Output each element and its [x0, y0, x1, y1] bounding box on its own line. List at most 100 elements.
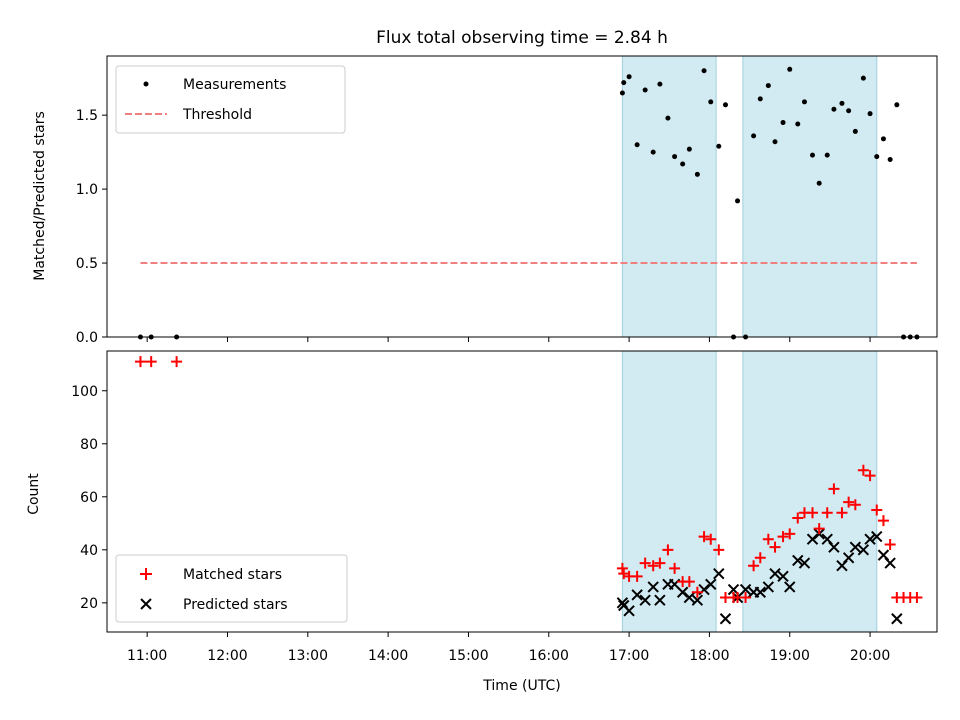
predicted-star-marker — [891, 613, 903, 625]
matched-star-marker — [877, 515, 889, 527]
bottom-shade-0 — [621, 350, 717, 633]
measurement-point — [680, 161, 686, 167]
measurement-point — [887, 157, 893, 163]
matched-star-marker — [813, 523, 825, 535]
predicted-star-marker — [871, 530, 883, 543]
matched-star-marker — [171, 356, 183, 368]
matched-star-marker — [807, 507, 818, 519]
top-shade-0 — [621, 55, 717, 338]
measurement-point — [880, 136, 886, 142]
measurement-point — [708, 99, 714, 105]
x-tick-label: 16:00 — [529, 648, 569, 664]
measurement-point — [621, 80, 627, 86]
measurement-point — [722, 102, 728, 108]
legend-measurements-label: Measurements — [183, 77, 286, 93]
matched-star-marker — [884, 539, 896, 551]
predicted-star-marker — [683, 591, 696, 604]
matched-star-marker — [857, 464, 869, 476]
predicted-star-marker — [754, 586, 766, 598]
matched-star-marker — [698, 531, 710, 543]
matched-star-marker — [792, 512, 804, 524]
measurement-point — [846, 108, 852, 114]
predicted-star-marker — [631, 589, 643, 601]
predicted-star-marker — [777, 570, 789, 583]
measurement-point — [716, 143, 722, 149]
legend-matched-marker — [140, 568, 152, 580]
measurement-point — [780, 120, 786, 126]
chart-title: Flux total observing time = 2.84 h — [376, 28, 668, 48]
measurement-point — [772, 139, 778, 145]
matched-star-marker — [654, 557, 666, 569]
matched-star-marker — [145, 356, 157, 368]
matched-star-marker — [871, 504, 883, 516]
x-tick-label: 13:00 — [288, 648, 328, 664]
x-tick-label: 12:00 — [207, 648, 247, 664]
measurement-point — [801, 99, 807, 105]
matched-star-marker — [647, 560, 659, 572]
top-axes-frame — [106, 55, 938, 338]
top-y-tick-label: 1.5 — [76, 108, 98, 124]
predicted-star-marker — [857, 544, 870, 556]
matched-star-marker — [864, 470, 876, 482]
measurement-point — [650, 149, 656, 155]
matched-star-marker — [843, 496, 855, 508]
bottom-legend-box — [115, 554, 348, 623]
x-tick-label: 15:00 — [448, 648, 488, 664]
measurement-point — [751, 133, 757, 139]
top-legend: Measurements Threshold — [115, 65, 346, 134]
predicted-star-marker — [828, 541, 840, 553]
bottom-y-tick-label: 40 — [80, 543, 98, 559]
measurement-point — [701, 68, 707, 74]
matched-star-marker — [616, 562, 628, 574]
measurement-point — [867, 111, 873, 117]
top-shade-1 — [742, 55, 878, 338]
measurement-point — [765, 83, 771, 89]
predicted-star-marker — [792, 554, 804, 567]
measurement-point — [810, 152, 815, 158]
measurement-point — [816, 180, 822, 186]
matched-star-marker — [777, 531, 789, 543]
top-y-tick-label: 0.0 — [76, 330, 98, 346]
matched-stars-points — [134, 356, 923, 604]
measurement-point — [839, 100, 845, 106]
measurement-point — [657, 81, 663, 87]
matched-star-marker — [662, 544, 674, 556]
predicted-star-marker — [842, 552, 855, 564]
x-tick-label: 14:00 — [368, 648, 408, 664]
predicted-star-marker — [864, 533, 876, 545]
legend-predicted-marker — [140, 598, 152, 610]
measurement-point — [757, 96, 763, 102]
measurement-point — [831, 106, 837, 112]
bottom-y-ticks: 20 40 60 80 100 — [71, 384, 107, 612]
measurement-point — [642, 87, 648, 93]
bottom-panel: 20 40 60 80 100 11:00 12:00 13:00 14:00 15:00 16:… — [26, 350, 938, 694]
predicted-star-marker — [719, 613, 732, 625]
x-tick-label: 18:00 — [689, 648, 729, 664]
top-y-ticks: 0.0 0.5 1.0 1.5 — [76, 108, 107, 346]
measurement-point — [860, 75, 866, 81]
measurement-point — [824, 152, 830, 158]
bottom-y-tick-label: 100 — [71, 384, 98, 400]
matched-star-marker — [836, 507, 848, 519]
predicted-star-marker — [705, 578, 717, 590]
legend-measurement-marker — [143, 81, 149, 87]
matched-star-marker — [618, 568, 630, 580]
predicted-star-marker — [623, 605, 635, 617]
measurement-point — [694, 171, 700, 177]
measurement-point — [634, 142, 640, 148]
predicted-star-marker — [884, 557, 896, 569]
bottom-axes-frame — [106, 350, 938, 633]
matched-star-marker — [713, 544, 725, 556]
x-tick-label: 20:00 — [850, 648, 890, 664]
measurement-point — [795, 121, 801, 127]
top-shaded-intervals — [621, 55, 878, 338]
bottom-y-tick-label: 80 — [80, 437, 98, 453]
x-tick-label: 11:00 — [127, 648, 167, 664]
top-panel: 0.0 0.5 1.0 1.5 Matched/Predicted stars Mea… — [32, 55, 938, 346]
predicted-star-marker — [849, 541, 862, 553]
measurement-point — [852, 128, 858, 134]
measurement-point — [874, 154, 880, 160]
matched-star-marker — [705, 533, 717, 545]
predicted-star-marker — [769, 567, 781, 580]
